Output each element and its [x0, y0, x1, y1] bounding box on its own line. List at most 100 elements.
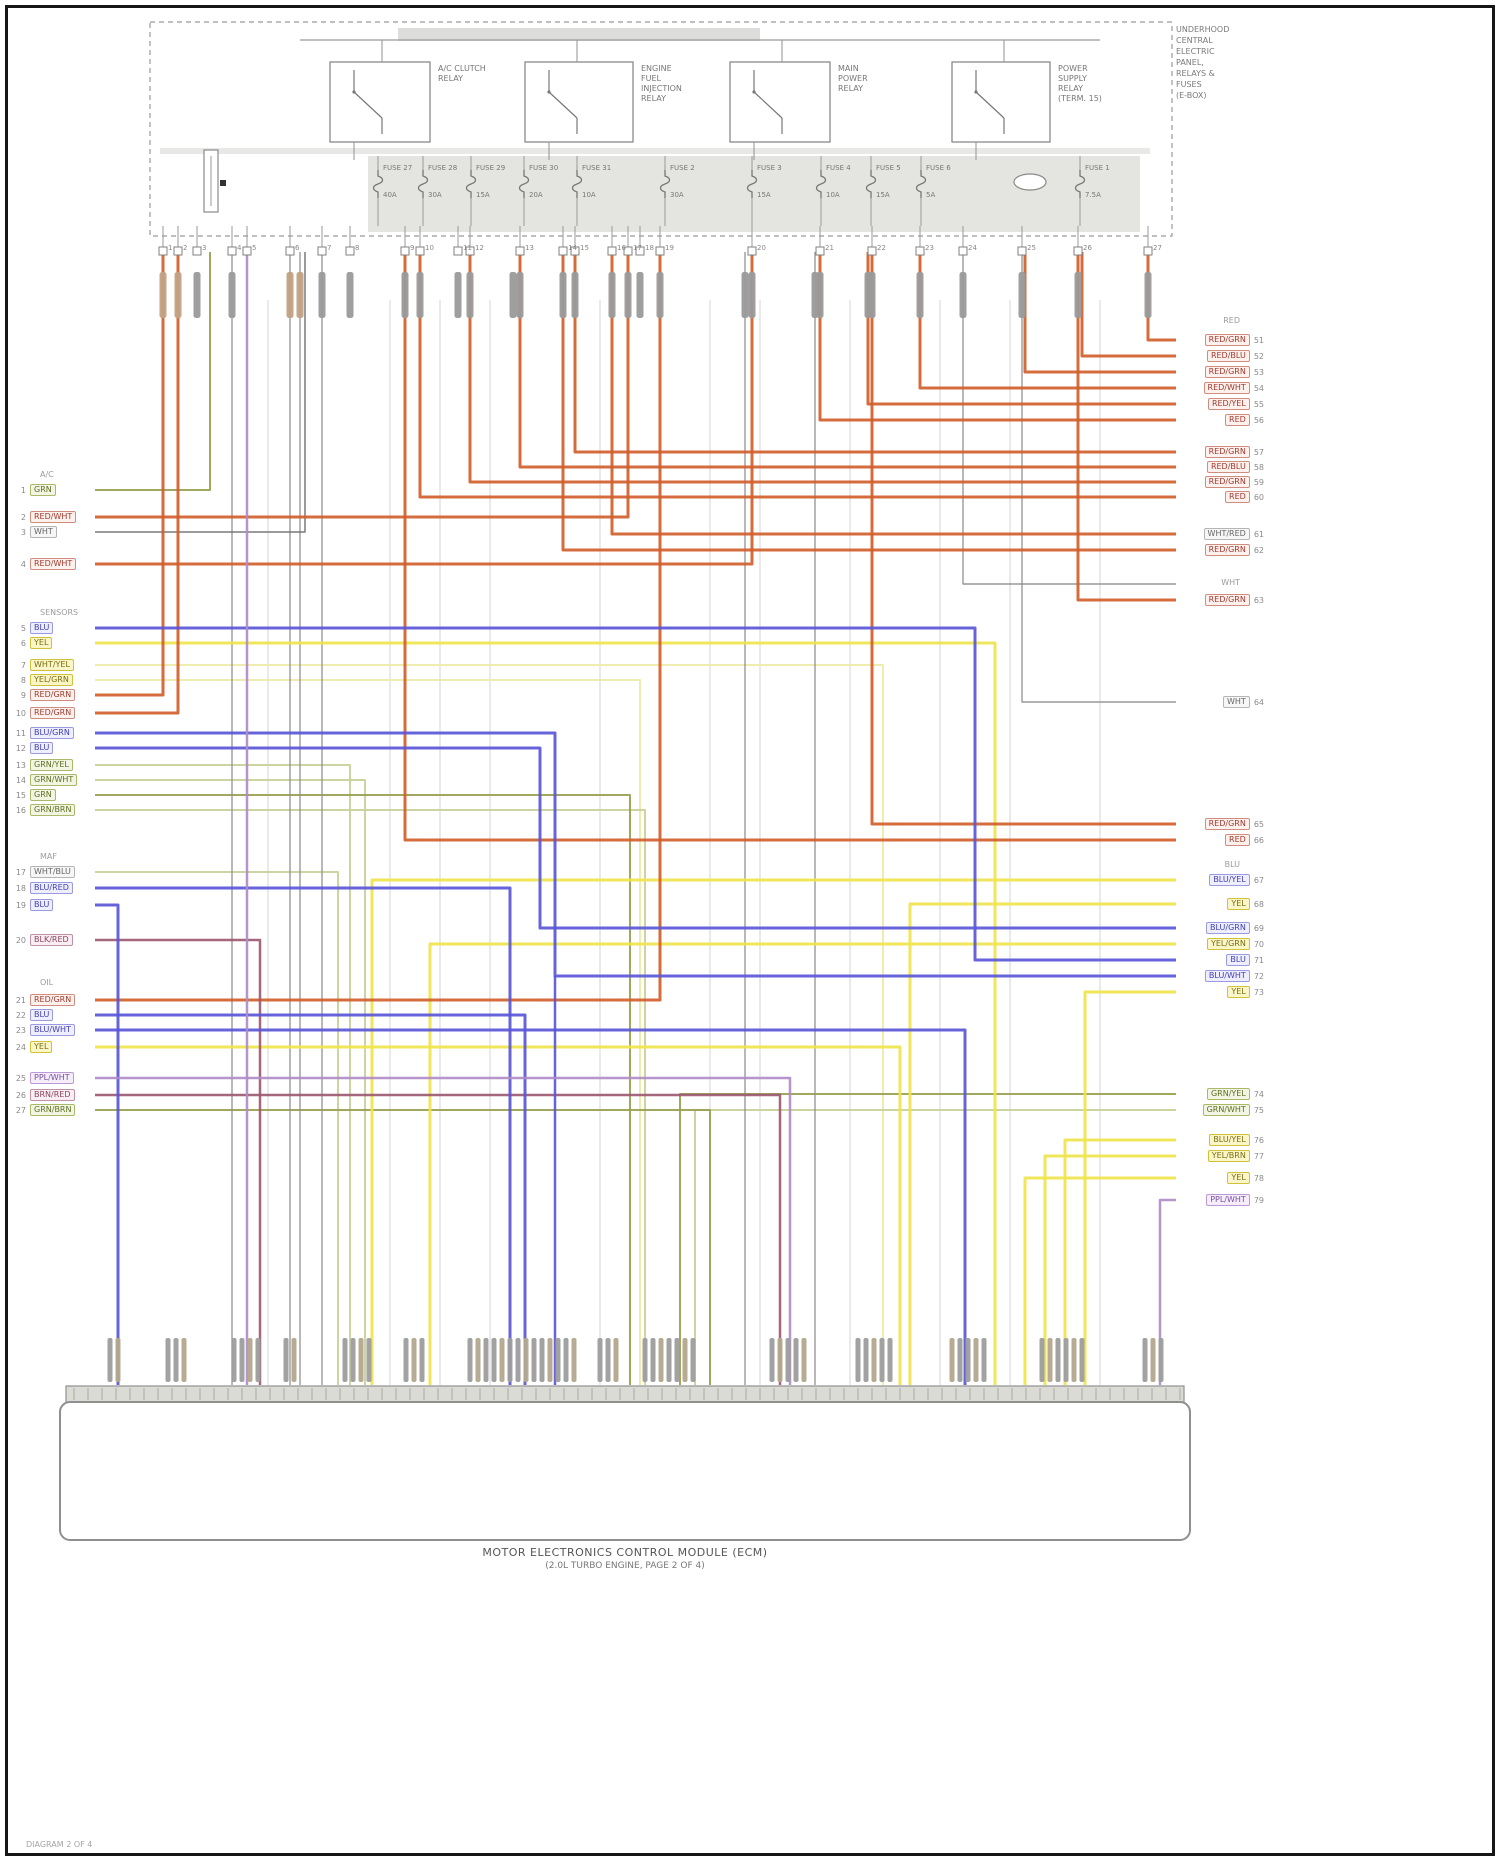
left-wire-label-row: 21 RED/GRN — [12, 994, 76, 1006]
wire-lgreen — [95, 809, 646, 1385]
pin-number: 76 — [1253, 1135, 1264, 1145]
pin-number: 74 — [1253, 1089, 1264, 1099]
connector-bar — [318, 272, 326, 318]
bottom-pin-bar — [690, 1338, 696, 1382]
fuse-symbol — [815, 170, 827, 198]
top-pin — [415, 246, 425, 256]
wire-color-label: BLU/WHT — [30, 1024, 75, 1036]
bottom-pin-bar — [887, 1338, 893, 1382]
pin-number: 71 — [1253, 955, 1264, 965]
wire-blue — [95, 1028, 967, 1385]
fuse-rating: 15A — [876, 191, 890, 199]
bottom-pin-bar — [777, 1338, 783, 1382]
relay-box — [329, 61, 431, 143]
left-wire-label-row: 18 BLU/RED — [12, 882, 73, 894]
connector-bar — [1018, 272, 1026, 318]
wire-orange — [95, 252, 180, 715]
top-pin — [453, 246, 463, 256]
right-wire-label-row: RED 60 — [1178, 491, 1264, 503]
right-wire-label-row: BLU/WHT 72 — [1178, 970, 1264, 982]
wire-color-label: RED/GRN — [1204, 544, 1250, 556]
connector-bar — [193, 272, 201, 318]
right-wire-label-row: RED/GRN 53 — [1178, 366, 1264, 378]
fuse-rating: 30A — [670, 191, 684, 199]
bottom-pin-bar — [949, 1338, 955, 1382]
wire-color-label: GRN/BRN — [30, 804, 76, 816]
top-pin-number: 7 — [327, 244, 332, 252]
bottom-pin-bar — [342, 1338, 348, 1382]
right-wire-label-row: WHT/RED 61 — [1178, 528, 1264, 540]
bottom-pin-bar — [555, 1338, 561, 1382]
caption-subtitle: (2.0L TURBO ENGINE, PAGE 2 OF 4) — [545, 1561, 705, 1571]
wire-color-label: BLU — [1226, 954, 1250, 966]
fuse-name: FUSE 28 — [428, 164, 458, 172]
bottom-pin-bar — [965, 1338, 971, 1382]
wire-paleyellow — [95, 664, 884, 1385]
jumper-oval — [1013, 173, 1047, 191]
ecm-box — [59, 1401, 1191, 1541]
left-group-header: MAF — [40, 852, 57, 861]
fuse-symbol — [659, 170, 671, 198]
wire-color-label: RED/GRN — [1204, 476, 1250, 488]
wire-color-label: RED/BLU — [1206, 350, 1250, 362]
top-pin-number: 15 — [580, 244, 589, 252]
bottom-pin-bar — [597, 1338, 603, 1382]
bottom-pin-bar — [793, 1338, 799, 1382]
bottom-pin-bar — [957, 1338, 963, 1382]
top-pin — [465, 246, 475, 256]
wire-color-label: WHT/BLU — [30, 866, 75, 878]
relay-switch — [548, 91, 578, 119]
pin-number: 26 — [15, 1090, 26, 1100]
right-wire-label-row: RED/GRN 59 — [1178, 476, 1264, 488]
wire-color-label: RED — [1225, 491, 1250, 503]
relay-contact-dot — [752, 90, 756, 94]
bottom-pin-bar — [115, 1338, 121, 1382]
connector-bar — [741, 272, 749, 318]
top-pin-number: 18 — [645, 244, 654, 252]
right-wire-label-row: GRN/YEL 74 — [1178, 1088, 1264, 1100]
left-wire-label-row: 4 RED/WHT — [12, 558, 77, 570]
relay-switch — [975, 91, 1005, 119]
left-wire-label-row: 6 YEL — [12, 637, 53, 649]
wire-color-label: GRN/YEL — [30, 759, 73, 771]
pin-number: 61 — [1253, 529, 1264, 539]
left-wire-label-row: 16 GRN/BRN — [12, 804, 76, 816]
pin-number: 56 — [1253, 415, 1264, 425]
fuse-rating: 5A — [926, 191, 936, 199]
top-pin — [747, 246, 757, 256]
wire-color-label: BLU/YEL — [1209, 874, 1250, 886]
diagram-caption: MOTOR ELECTRONICS CONTROL MODULE (ECM) (… — [0, 1546, 1250, 1571]
pin-number: 4 — [20, 559, 26, 569]
wire-color-label: WHT — [30, 526, 57, 538]
wire-color-label: YEL — [30, 1041, 53, 1053]
wire-lgreen — [95, 779, 366, 1385]
pin-number: 75 — [1253, 1105, 1264, 1115]
bottom-pin-bar — [283, 1338, 289, 1382]
relay-contact-dot — [547, 90, 551, 94]
bottom-pin-bar — [411, 1338, 417, 1382]
top-pin — [867, 246, 877, 256]
top-pin-number: 2 — [183, 244, 188, 252]
right-wire-label-row: YEL 73 — [1178, 986, 1264, 998]
bottom-pin-bar — [563, 1338, 569, 1382]
fuse-rating: 10A — [826, 191, 840, 199]
fuse-name: FUSE 2 — [670, 164, 695, 172]
right-group-header: RED — [1223, 316, 1240, 325]
bottom-pin-bar — [547, 1338, 553, 1382]
pin-number: 23 — [15, 1025, 26, 1035]
wire-color-label: GRN/WHT — [1202, 1104, 1250, 1116]
connector-bar — [401, 272, 409, 318]
wire-color-label: BLU — [30, 742, 54, 754]
bottom-pin-bar — [107, 1338, 113, 1382]
connector-bar — [1074, 272, 1082, 318]
bottom-pin-bar — [523, 1338, 529, 1382]
wire-color-label: GRN — [30, 789, 56, 801]
wire-dgray — [95, 252, 306, 533]
top-pin-number: 13 — [525, 244, 534, 252]
wire-orange — [418, 252, 1176, 499]
left-group-header: OIL — [40, 978, 54, 987]
left-wire-label-row: 10 RED/GRN — [12, 707, 76, 719]
wire-yellow — [908, 902, 1176, 1385]
pin-number: 63 — [1253, 595, 1264, 605]
